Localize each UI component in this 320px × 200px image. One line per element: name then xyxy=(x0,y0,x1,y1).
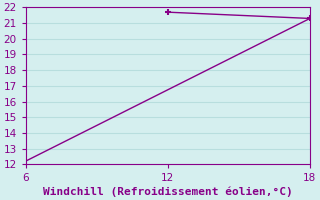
X-axis label: Windchill (Refroidissement éolien,°C): Windchill (Refroidissement éolien,°C) xyxy=(43,186,293,197)
